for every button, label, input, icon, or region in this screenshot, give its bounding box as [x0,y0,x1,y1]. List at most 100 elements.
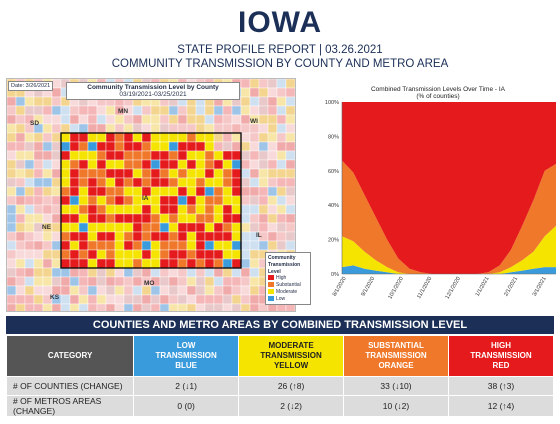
county-cell [15,303,26,311]
county-cell [240,204,251,215]
county-cell [105,240,116,251]
county-cell [7,159,17,170]
county-cell [240,231,251,242]
report-subtitle: STATE PROFILE REPORT | 03.26.2021 [177,44,383,56]
county-cell [42,276,53,287]
county-cell [204,258,215,269]
county-cell [78,303,89,311]
legend-swatch-substantial [268,282,274,288]
county-cell [258,222,269,233]
county-cell [105,267,116,278]
county-cell [150,132,161,143]
county-cell [78,204,89,215]
county-cell [258,114,269,125]
county-cell [105,168,116,179]
state-label-mo: MO [144,280,155,287]
county-cell [42,177,53,188]
county-cell [258,159,269,170]
county-map-graphic [7,79,295,311]
county-cell [186,231,197,242]
row-label-counties: # OF COUNTIES (CHANGE) [5,376,135,396]
county-cell [285,195,295,206]
county-cell [24,249,35,260]
county-cell [177,186,188,197]
county-cell [204,159,215,170]
county-cell [249,294,260,305]
county-cell [285,123,295,134]
cell-metros-high: 12 (↑4) [448,395,554,417]
county-cell [213,123,224,134]
county-cell [105,249,116,260]
county-cell [7,168,17,179]
county-cell [168,204,179,215]
county-cell [141,231,152,242]
county-cell [42,159,53,170]
legend-label-high: High [276,275,287,282]
county-cell [267,240,278,251]
legend-swatch-high [268,275,274,281]
county-cell [195,213,206,224]
county-cell [96,213,107,224]
county-cell [231,168,242,179]
county-cell [159,168,170,179]
county-cell [141,294,152,305]
county-cell [150,105,161,116]
county-cell [78,294,89,305]
county-cell [258,123,269,134]
county-cell [24,222,35,233]
county-cell [69,186,80,197]
county-cell [204,177,215,188]
county-cell [204,141,215,152]
county-cell [240,141,251,152]
state-label-ia: IA [142,195,149,202]
county-cell [33,267,44,278]
county-cell [195,150,206,161]
county-cell [195,195,206,206]
county-cell [60,267,71,278]
county-cell [204,123,215,134]
county-cell [195,222,206,233]
county-cell [186,303,197,311]
county-cell [33,213,44,224]
county-cell [60,195,71,206]
county-cell [60,132,71,143]
transmission-area-chart: 0% 20% 40% 60% 80% 100% 8/1/2020 9/1/2020 10/1/2… [316,98,560,300]
county-cell [96,195,107,206]
county-cell [222,222,233,233]
county-cell [69,123,80,134]
county-cell [7,141,17,152]
county-cell [96,258,107,269]
county-cell [141,267,152,278]
county-cell [195,177,206,188]
cell-metros-low: 0 (0) [133,395,240,417]
county-cell [195,231,206,242]
county-cell [87,249,98,260]
county-cell [87,123,98,134]
county-cell [60,114,71,125]
county-cell [177,213,188,224]
county-cell [240,177,251,188]
county-cell [51,249,62,260]
county-cell [132,177,143,188]
county-cell [15,132,26,143]
county-cell [240,96,251,107]
county-cell [24,159,35,170]
county-cell [33,159,44,170]
county-cell [267,79,278,89]
county-cell [7,132,17,143]
county-cell [159,177,170,188]
county-cell [267,213,278,224]
county-cell [132,258,143,269]
county-cell [15,267,26,278]
county-cell [69,204,80,215]
state-label-ne: NE [42,224,52,231]
county-cell [276,231,287,242]
county-cell [69,195,80,206]
county-cell [222,168,233,179]
county-cell [222,159,233,170]
county-cell [177,204,188,215]
county-cell [24,186,35,197]
county-cell [96,105,107,116]
county-cell [60,123,71,134]
county-cell [132,267,143,278]
